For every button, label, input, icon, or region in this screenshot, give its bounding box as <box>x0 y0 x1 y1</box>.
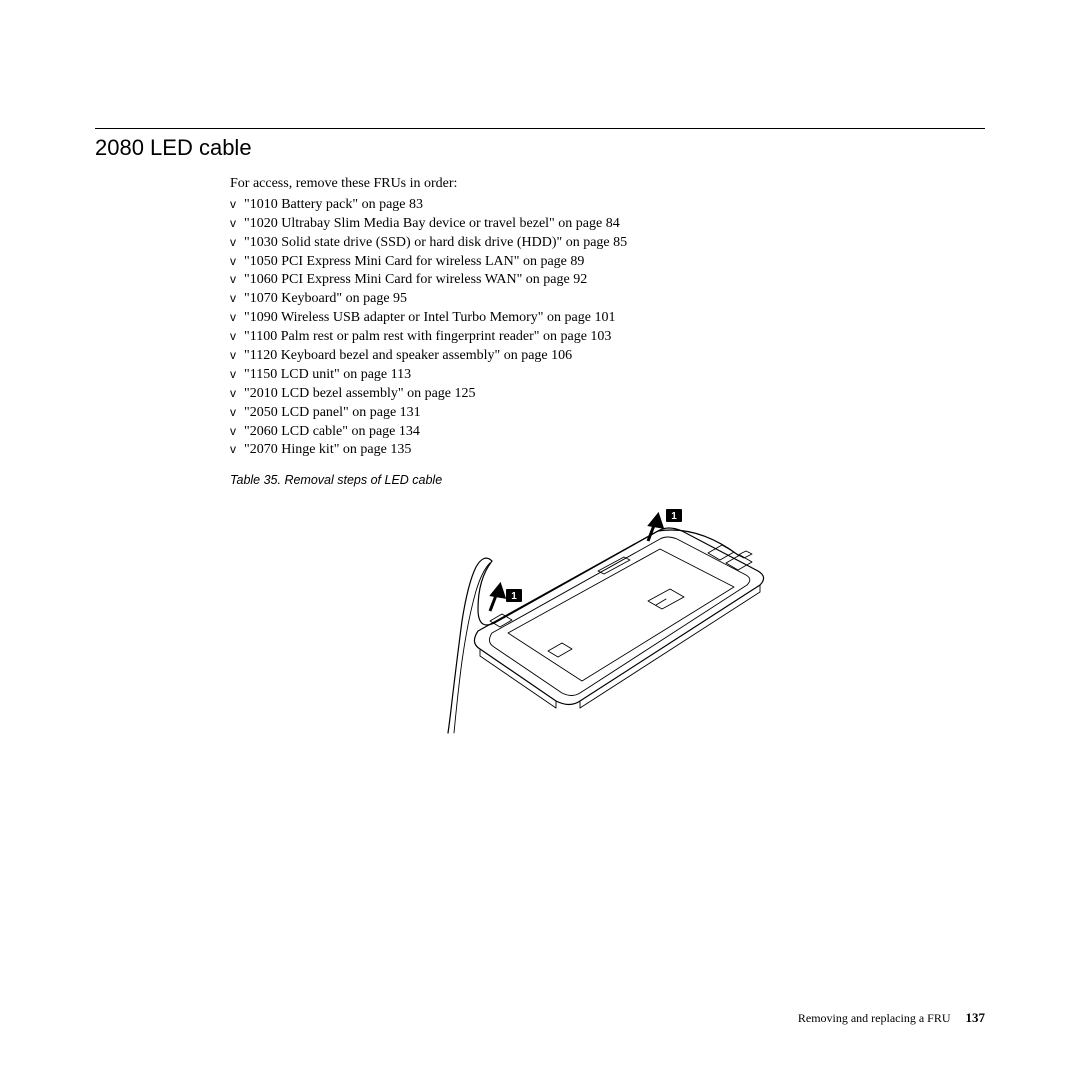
callout-1-label: 1 <box>671 511 677 522</box>
callout-arrow-1: 1 <box>648 509 682 541</box>
fru-list: "1010 Battery pack" on page 83 "1020 Ult… <box>230 196 985 460</box>
list-item: "1100 Palm rest or palm rest with finger… <box>230 328 985 347</box>
list-item: "1070 Keyboard" on page 95 <box>230 290 985 309</box>
callout-2-label: 1 <box>511 591 517 602</box>
figure-caption: Table 35. Removal steps of LED cable <box>230 472 985 489</box>
led-cable-diagram: 1 1 <box>438 501 778 741</box>
callout-arrow-2: 1 <box>490 585 522 611</box>
list-item: "1150 LCD unit" on page 113 <box>230 366 985 385</box>
section-title: 2080 LED cable <box>95 135 985 161</box>
page-footer: Removing and replacing a FRU 137 <box>798 1010 985 1026</box>
list-item: "1020 Ultrabay Slim Media Bay device or … <box>230 215 985 234</box>
list-item: "1030 Solid state drive (SSD) or hard di… <box>230 234 985 253</box>
list-item: "2070 Hinge kit" on page 135 <box>230 441 985 460</box>
intro-text: For access, remove these FRUs in order: <box>230 175 985 194</box>
list-item: "2050 LCD panel" on page 131 <box>230 404 985 423</box>
list-item: "1010 Battery pack" on page 83 <box>230 196 985 215</box>
list-item: "1090 Wireless USB adapter or Intel Turb… <box>230 309 985 328</box>
list-item: "1050 PCI Express Mini Card for wireless… <box>230 253 985 272</box>
page-number: 137 <box>966 1010 986 1025</box>
list-item: "2010 LCD bezel assembly" on page 125 <box>230 385 985 404</box>
figure: 1 1 <box>230 501 985 748</box>
footer-text: Removing and replacing a FRU <box>798 1011 951 1025</box>
list-item: "1060 PCI Express Mini Card for wireless… <box>230 271 985 290</box>
list-item: "2060 LCD cable" on page 134 <box>230 423 985 442</box>
list-item: "1120 Keyboard bezel and speaker assembl… <box>230 347 985 366</box>
